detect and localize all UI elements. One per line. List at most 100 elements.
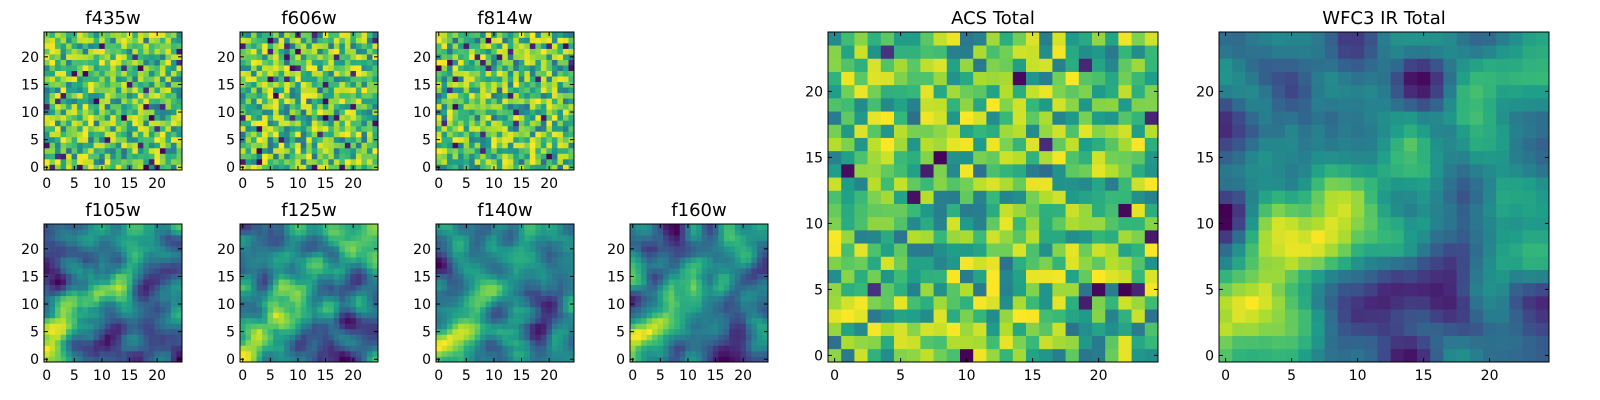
heatmap-cell: [529, 257, 536, 263]
heatmap-cell: [245, 92, 252, 99]
heatmap-cell: [723, 295, 730, 302]
heatmap-cell: [49, 328, 56, 335]
heatmap-cell: [251, 284, 257, 291]
heatmap-cell: [350, 284, 357, 291]
heatmap-cell: [557, 142, 564, 149]
heatmap-cell: [104, 76, 111, 83]
heatmap-cell: [339, 59, 346, 66]
heatmap-cell: [60, 70, 67, 77]
heatmap-cell: [973, 177, 987, 191]
heatmap-cell: [154, 48, 161, 55]
heatmap-cell: [707, 235, 714, 241]
heatmap-cell: [317, 301, 324, 308]
heatmap-cell: [328, 284, 335, 291]
heatmap-cell: [262, 235, 268, 241]
heatmap-cell: [143, 235, 150, 241]
heatmap-cell: [110, 120, 117, 127]
heatmap-cell: [350, 98, 357, 105]
heatmap-cell: [328, 164, 335, 171]
heatmap-cell: [93, 125, 100, 132]
heatmap-cell: [973, 230, 987, 244]
heatmap-cell: [469, 306, 475, 313]
heatmap-cell: [518, 328, 525, 335]
heatmap-cell: [361, 114, 368, 121]
heatmap-cell: [110, 279, 117, 286]
heatmap-cell: [66, 273, 72, 280]
heatmap-cell: [463, 59, 470, 66]
heatmap-cell: [132, 164, 139, 171]
heatmap-cell: [734, 268, 741, 275]
heatmap-cell: [289, 109, 296, 116]
heatmap-cell: [458, 158, 464, 165]
heatmap-cell: [436, 339, 442, 346]
heatmap-cell: [71, 109, 78, 116]
heatmap-cell: [328, 268, 335, 275]
heatmap-cell: [82, 268, 89, 275]
heatmap-cell: [143, 131, 150, 138]
heatmap-cell: [502, 257, 509, 263]
heatmap-cell: [529, 224, 536, 230]
heatmap-cell: [115, 279, 122, 286]
heatmap-cell: [317, 235, 324, 241]
heatmap-cell: [137, 43, 144, 49]
heatmap-cell: [712, 235, 719, 241]
heatmap-cell: [55, 345, 61, 352]
heatmap-cell: [176, 251, 183, 258]
heatmap-cell: [652, 224, 658, 230]
heatmap-cell: [344, 81, 351, 88]
heatmap-cell: [306, 345, 313, 352]
heatmap-cell: [49, 48, 56, 55]
heatmap-cell: [60, 147, 67, 154]
heatmap-cell: [137, 328, 144, 335]
heatmap-cell: [55, 37, 61, 44]
heatmap-cell: [1118, 256, 1132, 270]
heatmap-cell: [880, 230, 895, 244]
heatmap-cell: [49, 323, 56, 330]
heatmap-cell: [740, 240, 747, 247]
heatmap-cell: [1039, 164, 1053, 178]
heatmap-cell: [756, 224, 763, 230]
heatmap-cell: [317, 120, 324, 127]
heatmap-cell: [551, 224, 558, 230]
heatmap-cell: [311, 87, 318, 94]
heatmap-cell: [82, 290, 89, 297]
heatmap-cell: [663, 312, 669, 319]
heatmap-cell: [137, 334, 144, 341]
heatmap-cell: [328, 76, 335, 83]
heatmap-cell: [77, 153, 83, 160]
heatmap-cell: [718, 229, 725, 236]
heatmap-cell: [159, 251, 166, 258]
heatmap-cell: [137, 306, 144, 313]
heatmap-cell: [518, 136, 525, 143]
heatmap-cell: [132, 317, 139, 324]
heatmap-cell: [104, 54, 111, 60]
heatmap-cell: [311, 301, 318, 308]
heatmap-cell: [66, 98, 72, 105]
heatmap-cell: [529, 114, 536, 121]
heatmap-cell: [165, 164, 172, 171]
heatmap-cell: [256, 48, 263, 55]
heatmap-cell: [278, 328, 285, 335]
heatmap-cell: [49, 120, 56, 127]
heatmap-cell: [646, 356, 653, 363]
heatmap-cell: [93, 334, 100, 341]
heatmap-cell: [273, 164, 279, 171]
heatmap-cell: [668, 235, 675, 241]
heatmap-cell: [469, 32, 475, 38]
heatmap-cell: [322, 98, 329, 105]
heatmap-cell: [507, 328, 514, 335]
heatmap-cell: [507, 251, 514, 258]
heatmap-cell: [99, 240, 106, 247]
heatmap-cell: [1039, 203, 1053, 218]
heatmap-cell: [441, 301, 448, 308]
heatmap-cell: [441, 125, 448, 132]
heatmap-cell: [674, 262, 681, 269]
heatmap-cell: [60, 306, 67, 313]
heatmap-cell: [148, 59, 155, 66]
heatmap-cell: [154, 131, 161, 138]
heatmap-cell: [502, 290, 509, 297]
heatmap-cell: [452, 70, 459, 77]
heatmap-cell: [322, 103, 329, 110]
heatmap-cell: [245, 114, 252, 121]
heatmap-cell: [55, 142, 61, 149]
